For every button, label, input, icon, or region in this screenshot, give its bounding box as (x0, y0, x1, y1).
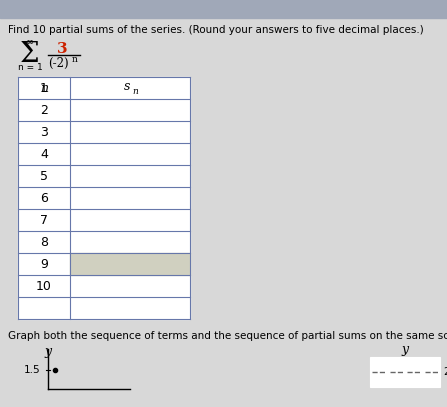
Text: Find 10 partial sums of the series. (Round your answers to five decimal places.): Find 10 partial sums of the series. (Rou… (8, 25, 424, 35)
Bar (0, 0, 447, 18)
Text: y: y (401, 343, 409, 356)
Text: 10: 10 (36, 280, 52, 293)
Text: 9: 9 (40, 258, 48, 271)
Bar (74, 102, 186, 118)
Text: 3: 3 (57, 42, 67, 56)
Bar (74, 212, 186, 228)
Text: 6: 6 (40, 192, 48, 204)
Text: 2: 2 (40, 103, 48, 116)
Text: s: s (124, 81, 130, 94)
Text: (-2): (-2) (48, 57, 68, 70)
Bar (370, 357, 440, 387)
Text: n: n (40, 81, 48, 94)
Bar (74, 234, 186, 250)
Bar (74, 80, 186, 96)
Text: n = 1: n = 1 (17, 63, 42, 72)
Text: 4: 4 (40, 147, 48, 160)
Text: 7: 7 (40, 214, 48, 227)
Text: 1.5: 1.5 (23, 365, 40, 375)
Text: n: n (132, 87, 138, 96)
Text: 2: 2 (443, 367, 447, 377)
Text: 8: 8 (40, 236, 48, 249)
Bar (74, 278, 186, 294)
Text: 3: 3 (40, 125, 48, 138)
Text: Σ: Σ (20, 42, 40, 68)
Text: 1: 1 (40, 81, 48, 94)
Bar (70, 253, 190, 275)
Bar (74, 168, 186, 184)
Text: 5: 5 (40, 169, 48, 182)
Bar (74, 124, 186, 140)
Text: n: n (72, 55, 78, 63)
Bar (18, 77, 190, 319)
Bar (74, 146, 186, 162)
Bar (74, 256, 186, 272)
Text: Graph both the sequence of terms and the sequence of partial sums on the same sc: Graph both the sequence of terms and the… (8, 331, 447, 341)
Text: ∞: ∞ (26, 37, 34, 47)
Text: y: y (44, 345, 51, 358)
Bar (74, 190, 186, 206)
